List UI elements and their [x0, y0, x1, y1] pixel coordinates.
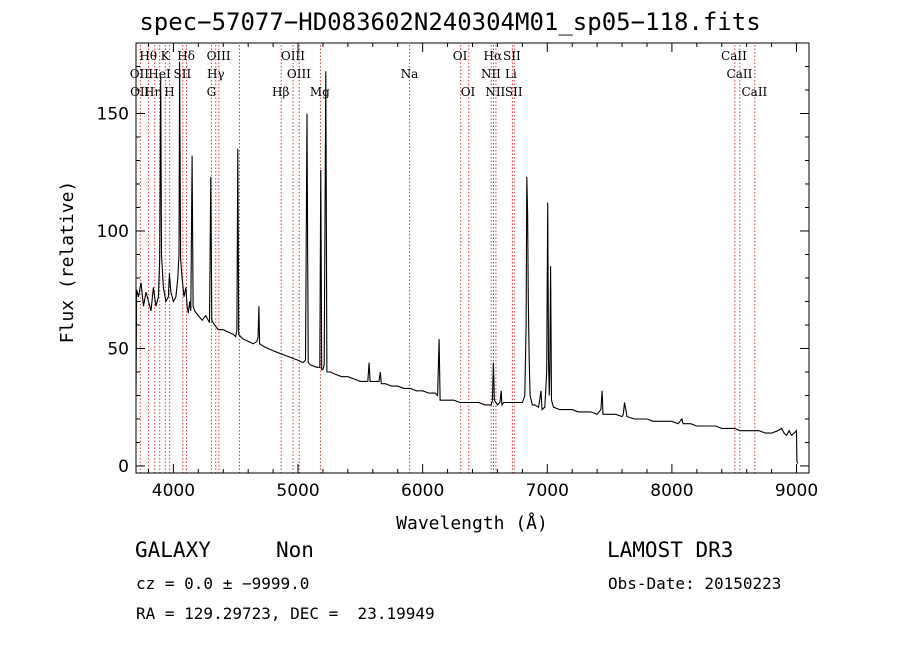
x-tick-label: 4000	[152, 481, 195, 501]
line-marker-label: OII	[130, 67, 150, 81]
line-marker-label: G	[207, 85, 217, 99]
line-marker-label: Na	[401, 67, 419, 81]
line-marker-label: NII	[485, 85, 505, 99]
line-marker-label: Mg	[310, 85, 330, 99]
y-tick-label: 100	[97, 222, 129, 242]
line-marker-label: Li	[505, 67, 517, 81]
line-marker-label: NII	[481, 67, 501, 81]
x-tick-label: 5000	[276, 481, 319, 501]
object-class: GALAXY	[135, 538, 211, 562]
spectrum-series-line	[135, 61, 799, 464]
line-marker-label: Hγ	[207, 67, 225, 81]
y-axis-label: Flux (relative)	[57, 181, 78, 344]
line-marker-label: H	[164, 85, 174, 99]
y-tick-label: 50	[107, 339, 129, 359]
line-marker-label: OI	[453, 49, 468, 63]
line-marker-label: HeI	[148, 67, 171, 81]
line-marker-label: CaII	[727, 67, 753, 81]
line-marker-label: Hα	[484, 49, 503, 63]
y-tick-label: 0	[118, 457, 129, 477]
line-marker-label: OIII	[287, 67, 311, 81]
line-marker-label: SII	[174, 67, 192, 81]
line-marker-label: Hη	[144, 85, 162, 99]
line-marker-label: SII	[505, 85, 523, 99]
line-marker-label: K	[161, 49, 171, 63]
line-marker-label: OIII	[207, 49, 231, 63]
line-marker-label: CaII	[741, 85, 767, 99]
redshift-cz: cz = 0.0 ± −9999.0	[136, 574, 310, 593]
x-axis-label: Wavelength (Å)	[396, 512, 548, 534]
axis-ticks: 4000 5000 6000 7000 8000 9000 0 50 100 150	[97, 43, 818, 501]
line-marker-label: CaII	[721, 49, 747, 63]
x-tick-label: 9000	[775, 481, 818, 501]
line-marker-label: SII	[503, 49, 521, 63]
x-tick-label: 7000	[526, 481, 569, 501]
chart-title: spec−57077−HD083602N240304M01_sp05−118.f…	[139, 8, 761, 36]
x-tick-label: 6000	[401, 481, 444, 501]
y-tick-label: 150	[97, 104, 129, 124]
sky-coordinates: RA = 129.29723, DEC = 23.19949	[136, 604, 435, 623]
line-marker-label: OI	[461, 85, 476, 99]
survey-name: LAMOST DR3	[607, 538, 734, 562]
line-marker-label: OIII	[281, 49, 305, 63]
line-marker-label: Hδ	[177, 49, 195, 63]
x-tick-label: 8000	[650, 481, 693, 501]
line-marker-label: Hθ	[139, 49, 157, 63]
line-marker-label: OII	[130, 85, 150, 99]
observation-date: Obs-Date: 20150223	[608, 574, 782, 593]
object-subclass: Non	[276, 538, 314, 562]
line-marker-label: Hβ	[272, 85, 289, 99]
spectrum-plot	[135, 61, 799, 464]
